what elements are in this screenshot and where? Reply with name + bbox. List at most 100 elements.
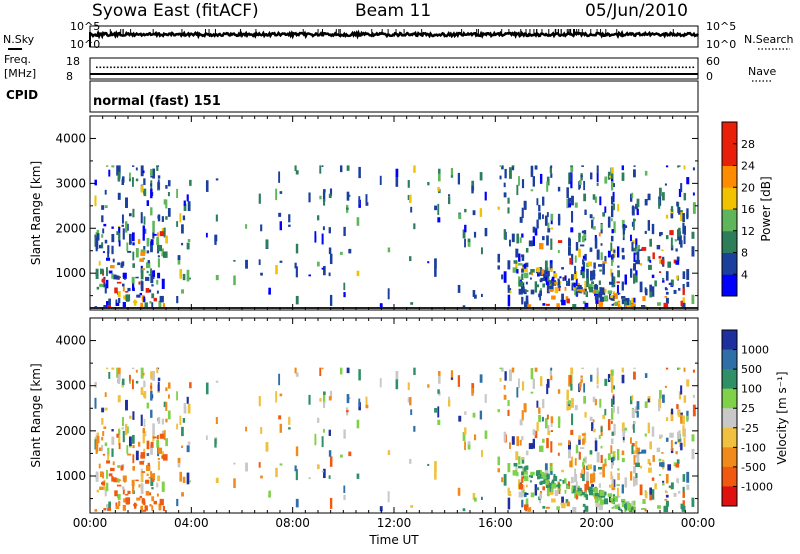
velocity-cell (573, 485, 576, 491)
velocity-cell (122, 475, 127, 482)
velocity-cell (649, 441, 652, 450)
velocity-cell (115, 502, 118, 508)
power-cell (140, 302, 144, 310)
velocity-cell (600, 445, 603, 449)
power-cell (519, 237, 522, 243)
velocity-cell (157, 377, 161, 382)
power-cell (186, 194, 189, 202)
velocity-cell (566, 486, 570, 489)
velocity-cell (578, 435, 581, 440)
velocity-cell (557, 419, 561, 423)
velocity-cell (151, 505, 154, 511)
velocity-cell (106, 503, 109, 508)
power-cell (624, 301, 627, 306)
power-cell (122, 286, 125, 292)
velocity-cell (153, 500, 157, 505)
power-cell (150, 168, 153, 177)
velocity-cell (107, 454, 110, 461)
power-cell (691, 246, 695, 257)
velocity-cell (521, 471, 524, 476)
power-cell (570, 181, 573, 189)
velocity-cell (649, 494, 653, 501)
velocity-cell (479, 410, 483, 420)
power-cell (538, 212, 542, 220)
power-cell (584, 209, 587, 215)
velocity-cell (513, 462, 518, 467)
velocity-cell (568, 404, 572, 410)
power-cell (691, 231, 695, 239)
velocity-cell (99, 486, 104, 490)
velocity-cell (122, 430, 125, 443)
velocity-cell (546, 383, 549, 395)
power-cell (557, 186, 561, 192)
power-cell (140, 185, 144, 193)
station-title: Syowa East (fitACF) (92, 1, 259, 21)
velocity-cell (557, 452, 560, 456)
power-cell (507, 294, 511, 307)
velocity-cell (657, 505, 661, 509)
velocity-cell (122, 489, 125, 495)
velocity-cell (616, 487, 619, 498)
power-cell (127, 250, 132, 253)
nave-dot (463, 66, 465, 69)
power-cell (682, 288, 685, 296)
power-cell (480, 247, 483, 255)
power-cell (631, 221, 635, 227)
velocity-cell (407, 382, 410, 391)
nave-dot (247, 66, 250, 69)
nave-dot (325, 66, 328, 69)
velocity-cell (575, 444, 579, 454)
velocity-cell (437, 419, 441, 425)
velocity-cell (94, 382, 97, 388)
power-cell (577, 282, 580, 286)
power-cell (413, 165, 416, 173)
power-cell (103, 305, 107, 308)
power-cell (125, 291, 129, 293)
power-cell (100, 268, 104, 275)
velocity-cell (182, 417, 186, 423)
power-cell (150, 268, 153, 275)
nave-dot (681, 66, 684, 69)
velocity-cell (150, 471, 153, 478)
velocity-cell (413, 367, 416, 376)
velocity-cell (546, 414, 549, 420)
velocity-cell (163, 454, 168, 461)
velocity-cell (590, 473, 593, 484)
nave-dot (251, 66, 253, 69)
velocity-cell (497, 456, 501, 466)
power-cell (682, 271, 686, 280)
power-cell (140, 249, 146, 254)
nave-dot (441, 66, 444, 69)
velocity-cell (546, 485, 550, 497)
nave-dot (120, 66, 123, 69)
power-cell (131, 276, 135, 284)
power-cell (530, 165, 534, 177)
power-cell (94, 236, 97, 247)
power-cell (329, 294, 333, 306)
power-cell (610, 242, 613, 252)
power-cell (631, 206, 635, 216)
velocity-cell (94, 439, 97, 450)
power-cell (319, 165, 322, 174)
velocity-cell (542, 506, 546, 509)
velocity-cell (581, 433, 586, 436)
velocity-cell (183, 406, 187, 414)
velocity-cell (613, 496, 618, 502)
power-cell (546, 276, 549, 282)
power-cell (609, 175, 612, 178)
velocity-cell (599, 490, 605, 496)
nave-dot (494, 66, 497, 69)
velocity-cell (551, 483, 557, 489)
nave-dot (163, 66, 165, 69)
velocity-cell (540, 480, 546, 484)
power-cell (630, 234, 632, 242)
power-cell (503, 271, 507, 283)
power-cell (584, 253, 587, 261)
velocity-cell (140, 387, 144, 395)
velocity-cell (507, 497, 511, 510)
power-cell (578, 232, 581, 238)
power-cell (143, 188, 147, 197)
velocity-cell (125, 493, 129, 496)
velocity-cell (159, 498, 164, 506)
nave-dot (625, 66, 628, 69)
